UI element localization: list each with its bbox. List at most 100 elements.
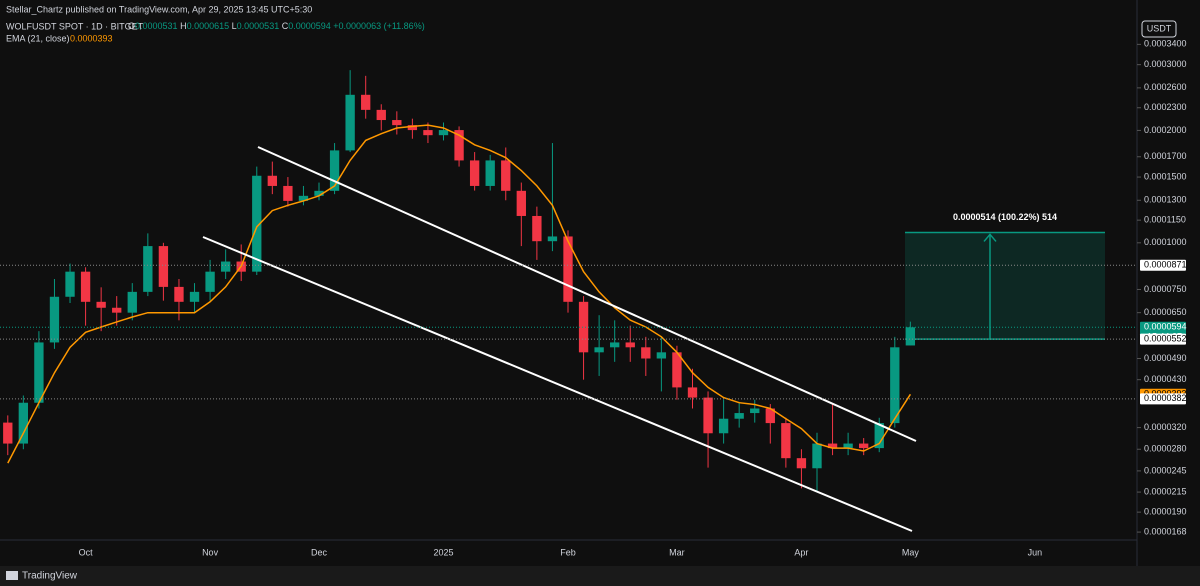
candle-body xyxy=(407,125,418,131)
candle-body xyxy=(205,271,215,292)
candle-body xyxy=(796,458,807,469)
ohlc-value: 0.0000615 xyxy=(187,21,230,31)
y-tick-label: 0.0000168 xyxy=(1144,526,1187,536)
candle-body xyxy=(267,175,277,186)
channel xyxy=(202,146,917,532)
candle-body xyxy=(65,271,75,297)
candle-body xyxy=(874,423,884,449)
candle-body xyxy=(361,94,371,110)
y-tick-label: 0.0000215 xyxy=(1144,486,1187,496)
candle-body xyxy=(34,342,44,403)
y-tick-label: 0.0003400 xyxy=(1144,39,1187,49)
ohlc-value: 0.0000594 xyxy=(288,21,331,31)
x-tick-label: Mar xyxy=(669,547,685,557)
y-tick-label: 0.0002600 xyxy=(1144,82,1187,92)
overlay: 0.0000514 (100.22%) 514 xyxy=(0,212,1137,400)
y-tick-label: 0.0003000 xyxy=(1144,59,1187,69)
candle-body xyxy=(859,443,869,449)
ohlc-key: C xyxy=(282,21,289,31)
y-tick-label: 0.0002000 xyxy=(1144,125,1187,135)
price-label: 0.0000871 xyxy=(1144,260,1187,270)
x-tick-label: Jun xyxy=(1028,547,1043,557)
y-tick-label: 0.0000320 xyxy=(1144,422,1187,432)
x-tick-label: Dec xyxy=(311,547,328,557)
candle-body xyxy=(485,160,495,186)
currency-box xyxy=(1141,20,1177,38)
price-label-box xyxy=(1140,393,1186,405)
ohlc-key: L xyxy=(232,21,237,31)
ohlc-key: O xyxy=(128,21,135,31)
candle-body xyxy=(734,413,744,419)
publisher: Stellar_Chartz published on TradingView.… xyxy=(6,4,312,14)
y-tick-label: 0.0001700 xyxy=(1144,151,1187,161)
candle-body xyxy=(345,94,355,151)
currency: USDT xyxy=(1147,23,1172,33)
candle-body xyxy=(454,130,464,161)
candle-body xyxy=(220,261,231,272)
ohlc-change: +0.0000063 (+11.86%) xyxy=(333,21,424,31)
candle-body xyxy=(516,190,526,216)
footer-bar xyxy=(0,566,1200,586)
x-tick-label: Nov xyxy=(202,547,219,557)
candle-body xyxy=(252,175,262,272)
y-tick-label: 0.0000280 xyxy=(1144,444,1187,454)
candle-body xyxy=(18,402,29,444)
price-label: 0.0000594 xyxy=(1144,322,1187,332)
trendline xyxy=(257,146,917,442)
candle-body xyxy=(469,160,480,186)
candle-body xyxy=(578,301,589,353)
candle-body xyxy=(158,246,169,287)
measure-label: 0.0000514 (100.22%) 514 xyxy=(953,212,1057,222)
candle-body xyxy=(174,286,184,302)
brand-logo xyxy=(6,571,18,580)
candle-body xyxy=(49,296,60,343)
candle-body xyxy=(298,195,309,201)
price-label: 0.0000552 xyxy=(1144,334,1187,344)
candle-body xyxy=(423,130,433,136)
candle-body xyxy=(687,387,698,398)
ohlc-value: 0.0000531 xyxy=(237,21,280,31)
symbol: WOLFUSDT SPOT · 1D · BITGET xyxy=(6,21,144,31)
x-tick-label: Oct xyxy=(79,547,94,557)
candle-body xyxy=(112,307,122,313)
candle-body xyxy=(843,443,853,449)
candle-body xyxy=(594,347,604,353)
ohlc: O0.0000531 H0.0000615 L0.0000531 C0.0000… xyxy=(128,21,425,31)
price-label-box xyxy=(1140,259,1186,271)
candle-body xyxy=(189,291,200,302)
candle-body xyxy=(610,342,620,348)
candle-body xyxy=(329,150,340,191)
candle-body xyxy=(501,160,511,191)
candle-body xyxy=(563,236,573,302)
candle-body xyxy=(127,291,137,313)
brand: TradingView xyxy=(22,571,78,582)
candle-body xyxy=(641,347,651,359)
y-tick-label: 0.0001300 xyxy=(1144,195,1187,205)
candle-body xyxy=(625,342,635,348)
y-tick-label: 0.0001150 xyxy=(1144,215,1186,225)
candle-body xyxy=(532,215,542,242)
x-tick-label: Feb xyxy=(560,547,576,557)
candle-body xyxy=(718,418,729,434)
x-tick-label: May xyxy=(902,547,920,557)
ohlc-key: H xyxy=(180,21,187,31)
trendline xyxy=(202,236,913,532)
y-tick-label: 0.0000430 xyxy=(1144,374,1187,384)
candle-body xyxy=(376,109,386,121)
candle-body xyxy=(3,422,13,444)
indicator-value: 0.0000393 xyxy=(70,33,113,43)
ohlc-value: 0.0000531 xyxy=(135,21,178,31)
x-tick-label: 2025 xyxy=(433,547,453,557)
indicator-name: EMA (21, close) xyxy=(6,33,70,43)
y-tick-label: 0.0001000 xyxy=(1144,237,1187,247)
y-tick-label: 0.0000490 xyxy=(1144,353,1187,363)
price-label-box xyxy=(1140,333,1186,345)
measure-box xyxy=(905,232,1105,340)
candle-body xyxy=(392,120,402,126)
candle-body xyxy=(765,408,775,424)
candle-body xyxy=(672,352,682,388)
y-tick-label: 0.0000750 xyxy=(1144,284,1187,294)
plot-area xyxy=(3,70,916,493)
candle-body xyxy=(905,327,916,346)
candle-body xyxy=(314,190,324,196)
